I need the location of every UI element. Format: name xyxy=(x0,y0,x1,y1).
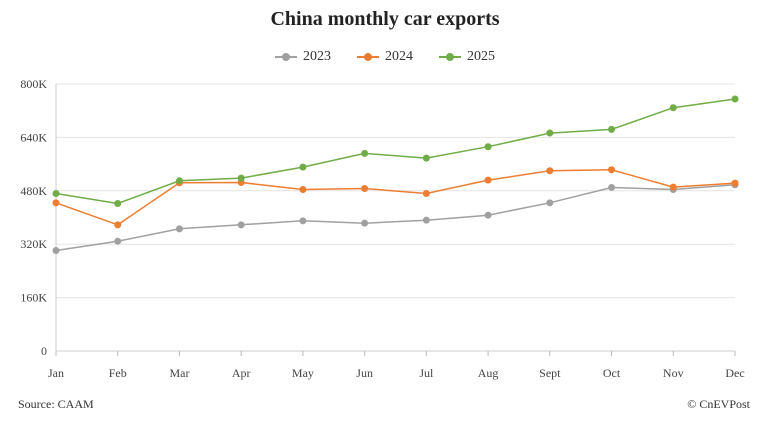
x-tick-label-nov: Nov xyxy=(663,366,684,380)
point-2024-may xyxy=(299,185,307,193)
point-2025-oct xyxy=(608,125,616,133)
point-2024-jan xyxy=(52,199,60,207)
x-tick-label-mar: Mar xyxy=(169,366,189,380)
point-2023-may xyxy=(299,217,307,225)
credit-note: © CnEVPost xyxy=(687,397,750,411)
legend-swatch-2023 xyxy=(275,51,297,63)
point-2025-may xyxy=(299,163,307,171)
y-tick-label-4: 640K xyxy=(20,130,47,144)
x-tick-label-apr: Apr xyxy=(232,366,251,380)
point-2024-dec xyxy=(731,179,739,187)
legend-dot-2025 xyxy=(446,53,454,61)
x-tick-label-aug: Aug xyxy=(478,366,499,380)
point-2024-feb xyxy=(114,221,122,229)
point-2023-oct xyxy=(608,183,616,191)
legend-swatch-2025 xyxy=(439,51,461,63)
legend-item-2025[interactable]: 2025 xyxy=(439,49,495,65)
point-2023-aug xyxy=(484,211,492,219)
x-tick-label-sept: Sept xyxy=(539,366,561,380)
point-2025-jan xyxy=(52,189,60,197)
point-2023-sept xyxy=(546,199,554,207)
point-2025-jun xyxy=(361,149,369,157)
point-2024-aug xyxy=(484,176,492,184)
chart-legend: 2023 2024 2025 xyxy=(0,49,770,65)
point-2025-nov xyxy=(669,104,677,112)
y-tick-label-1: 160K xyxy=(20,291,47,305)
y-tick-label-0: 0 xyxy=(41,344,47,358)
legend-item-2024[interactable]: 2024 xyxy=(357,49,413,65)
point-2024-oct xyxy=(608,166,616,174)
x-tick-label-may: May xyxy=(292,366,314,380)
point-2024-jun xyxy=(361,184,369,192)
legend-swatch-2024 xyxy=(357,51,379,63)
source-note: Source: CAAM xyxy=(18,397,94,411)
point-2023-jan xyxy=(52,247,60,255)
y-tick-label-2: 320K xyxy=(20,237,47,251)
point-2025-sept xyxy=(546,129,554,137)
series-line-2025 xyxy=(55,98,736,205)
y-tick-label-5: 800K xyxy=(20,77,47,91)
legend-dot-2023 xyxy=(282,53,290,61)
series-line-2024 xyxy=(55,169,736,226)
point-2025-aug xyxy=(484,143,492,151)
legend-label-2025: 2025 xyxy=(467,49,495,64)
x-tick-label-dec: Dec xyxy=(725,366,744,380)
point-2023-mar xyxy=(175,225,183,233)
point-2024-jul xyxy=(422,189,430,197)
chart-title: China monthly car exports xyxy=(270,8,500,30)
y-tick-label-3: 480K xyxy=(20,184,47,198)
point-2023-jun xyxy=(361,219,369,227)
point-2024-nov xyxy=(669,183,677,191)
x-tick-label-oct: Oct xyxy=(603,366,621,380)
x-tick-label-feb: Feb xyxy=(109,366,127,380)
point-2025-feb xyxy=(114,199,122,207)
point-2025-jul xyxy=(422,154,430,162)
x-tick-label-jan: Jan xyxy=(48,366,64,380)
point-2024-sept xyxy=(546,167,554,175)
x-tick-label-jun: Jun xyxy=(356,366,373,380)
legend-label-2024: 2024 xyxy=(385,49,413,64)
series-line-2023 xyxy=(55,184,736,252)
point-2025-mar xyxy=(175,177,183,185)
point-2023-feb xyxy=(114,237,122,245)
point-2025-dec xyxy=(731,95,739,103)
x-tick-label-jul: Jul xyxy=(419,366,434,380)
legend-dot-2024 xyxy=(364,53,372,61)
legend-label-2023: 2023 xyxy=(303,49,331,64)
point-2023-apr xyxy=(237,221,245,229)
point-2025-apr xyxy=(237,174,245,182)
point-2023-jul xyxy=(422,216,430,224)
legend-item-2023[interactable]: 2023 xyxy=(275,49,331,65)
